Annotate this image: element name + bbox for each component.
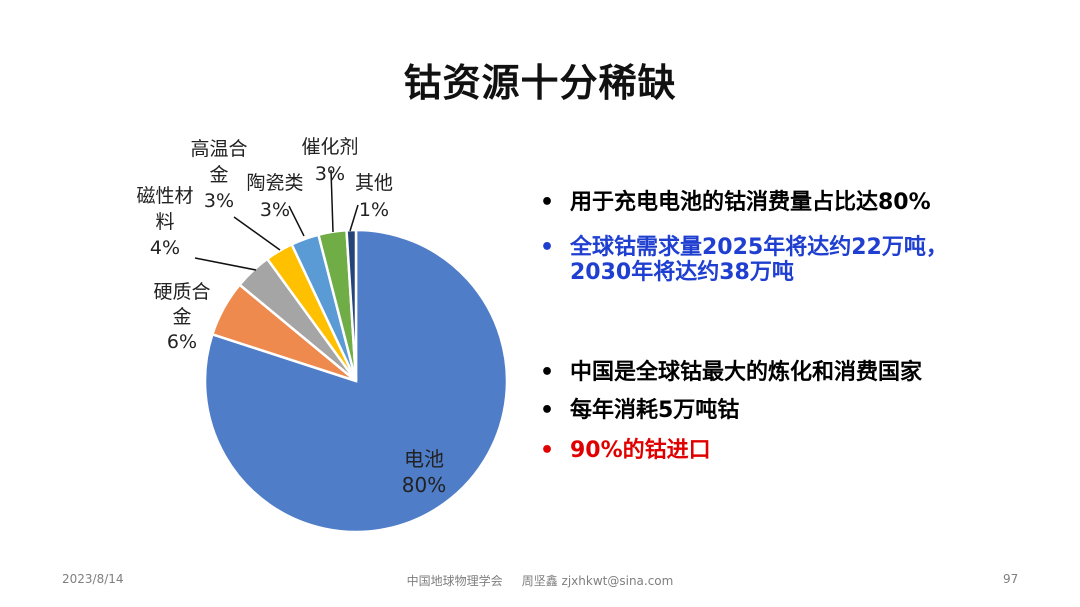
footer-date: 2023/8/14 [62,572,124,586]
slice-label: 6% [167,331,197,353]
slice-label: 催化剂 [301,136,358,158]
pie-slice [345,228,358,382]
slice-label: 1% [359,199,389,221]
bullet-text: 全球钴需求量2025年将达约22万吨， [570,235,948,260]
slice-label: 3% [260,199,290,221]
bullet-text: 用于充电电池的钴消费量占比达80% [570,190,931,215]
footer-center: 中国地球物理学会 周坚鑫 zjxhkwt@sina.com [406,574,674,588]
bullet-text: 中国是全球钴最大的炼化和消费国家 [570,360,923,385]
bullet-item: • 中国是全球钴最大的炼化和消费国家 [540,360,923,385]
slice-label: 硬质合 [153,281,210,303]
bullet-text: 每年消耗5万吨钴 [570,398,740,423]
bullet-text: 90%的钴进口 [570,438,711,463]
slice-label: 料 [155,211,174,233]
slice-label: 陶瓷类 [246,172,303,194]
slice-label: 磁性材 [136,185,193,207]
leader-line [330,169,334,233]
page-title: 钴资源十分稀缺 [403,61,677,105]
leader-line [349,204,359,232]
leader-line [194,257,257,271]
slice-label: 3% [204,190,234,212]
slice-label: 电池 [404,447,444,471]
bullet-item: • 每年消耗5万吨钴 [540,398,740,423]
bullet-item: • 用于充电电池的钴消费量占比达80% [540,190,931,215]
slice-label: 4% [150,237,180,259]
bullet-item: • 90%的钴进口 [540,438,711,463]
bullet-continuation: 2030年将达约38万吨 [570,260,794,286]
footer-page-number: 97 [1003,572,1019,586]
slice-label: 3% [315,163,345,185]
slice-label: 高温合 [190,138,247,160]
leader-line [288,205,305,237]
slice-label: 金 [172,306,191,328]
slice-label: 其他 [355,172,393,194]
slice-label: 金 [209,164,228,186]
slice-label: 80% [402,473,446,497]
bullet-item: • 全球钴需求量2025年将达约22万吨， 2030年将达约38万吨 [540,235,948,286]
leader-line [233,216,281,251]
